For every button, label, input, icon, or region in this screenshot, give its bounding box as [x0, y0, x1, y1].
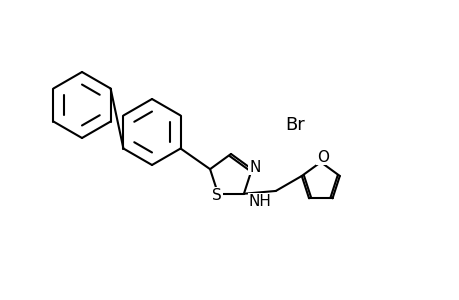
- Text: Br: Br: [285, 116, 304, 134]
- Text: N: N: [249, 160, 260, 175]
- Text: O: O: [316, 150, 328, 165]
- Text: S: S: [212, 188, 221, 203]
- Text: NH: NH: [248, 194, 271, 209]
